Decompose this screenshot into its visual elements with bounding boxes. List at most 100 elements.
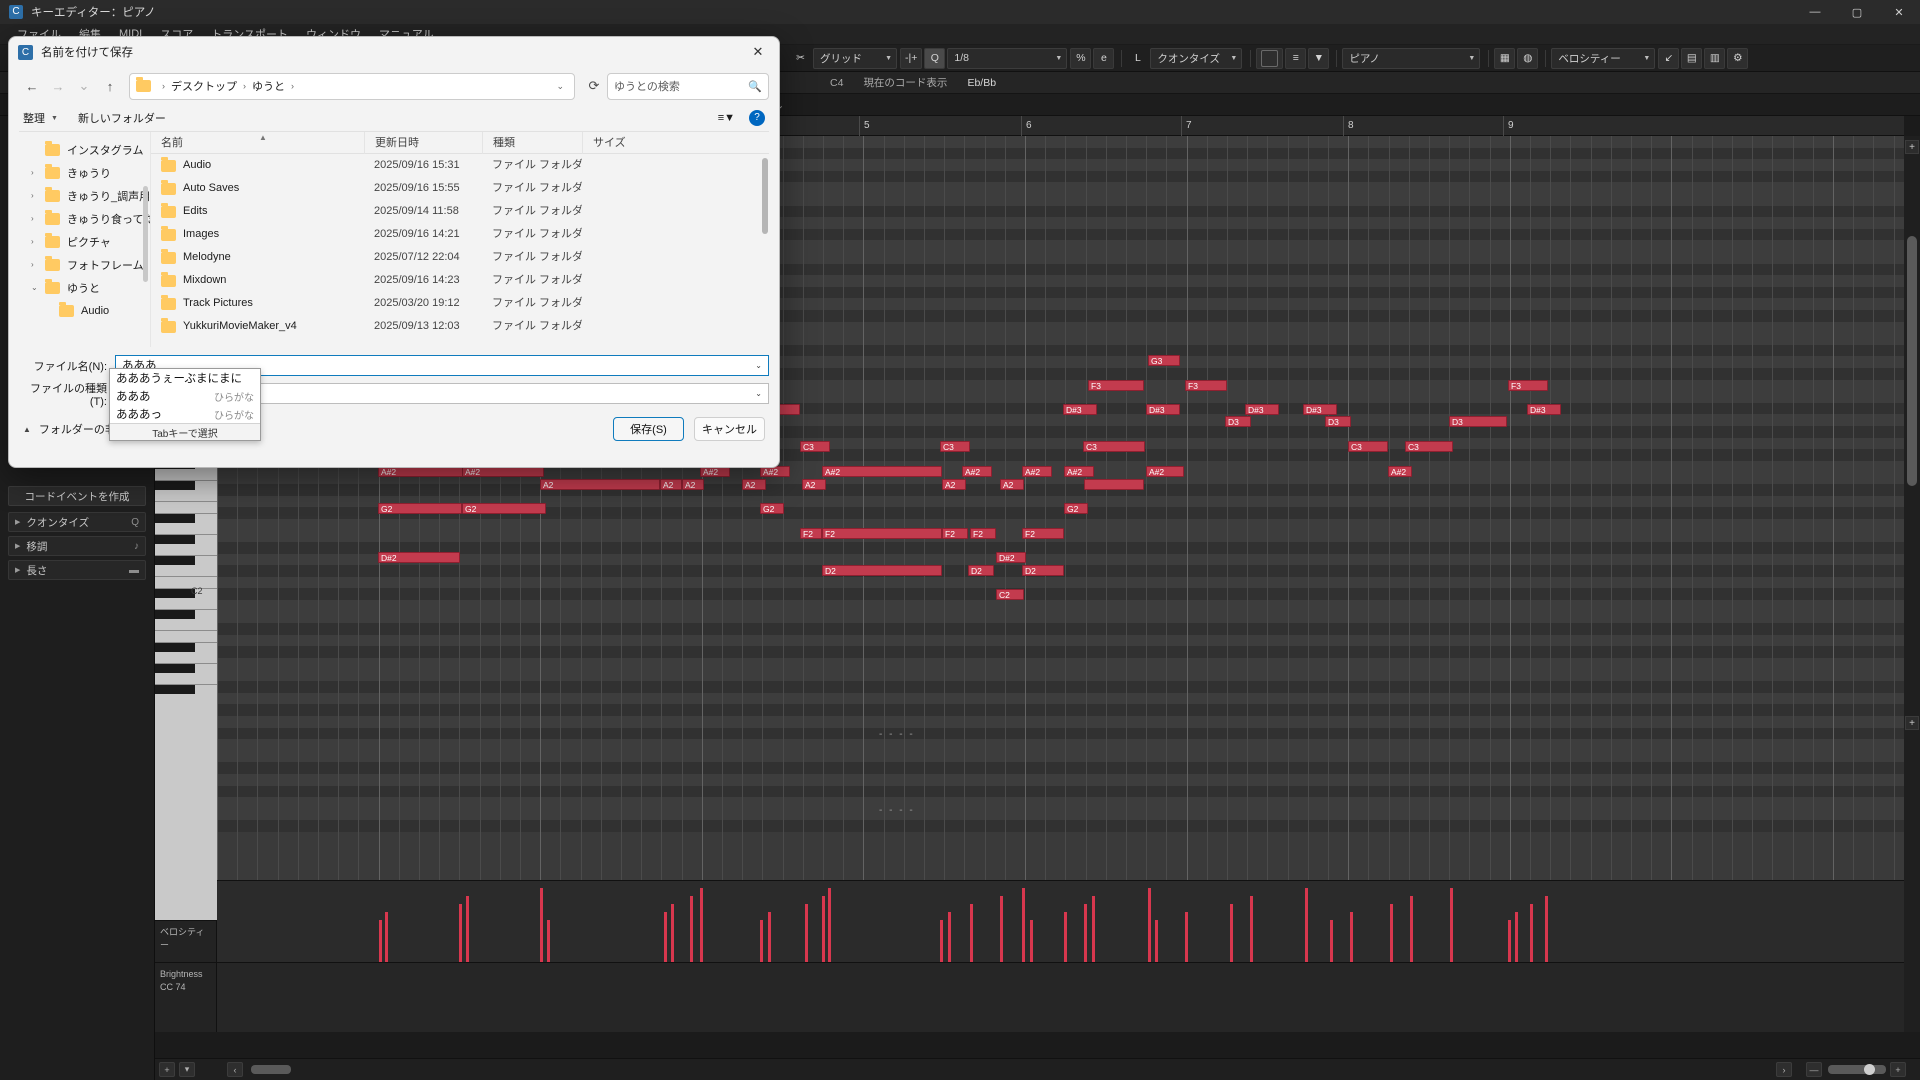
midi-note[interactable]: F2 — [1022, 528, 1064, 539]
inspector-row-length[interactable]: ▶ 長さ ▬ — [8, 560, 146, 580]
piano-key-white[interactable] — [155, 469, 217, 481]
chevron-icon[interactable]: › — [31, 168, 34, 177]
velocity-bar[interactable] — [970, 904, 973, 962]
layers-icon[interactable]: ≡ — [1285, 47, 1307, 69]
midi-note[interactable]: A2 — [742, 479, 766, 490]
velocity-bar[interactable] — [822, 896, 825, 962]
midi-note[interactable]: A#2 — [962, 466, 992, 477]
search-input[interactable]: ゆうとの検索 🔍 — [607, 72, 769, 100]
chevron-icon[interactable]: › — [31, 191, 34, 200]
velocity-bar[interactable] — [1250, 896, 1253, 962]
piano-key-black[interactable] — [155, 643, 195, 652]
velocity-bar[interactable] — [1530, 904, 1533, 962]
horizontal-scrollbar-thumb[interactable] — [251, 1065, 291, 1074]
quantize-swing-icon[interactable]: % — [1070, 47, 1092, 69]
tree-item[interactable]: › きゅうり_調声用: — [19, 184, 150, 207]
velocity-bar[interactable] — [940, 920, 943, 962]
velocity-bar[interactable] — [547, 920, 550, 962]
file-row[interactable]: Images 2025/09/16 14:21 ファイル フォルダー — [151, 223, 769, 246]
piano-key-white[interactable] — [155, 523, 217, 535]
quantize-value-select[interactable]: 1/8 ▼ — [947, 47, 1068, 69]
chevron-icon[interactable]: ⌄ — [31, 283, 38, 292]
piano-key-black[interactable] — [155, 514, 195, 523]
velocity-bar[interactable] — [1230, 904, 1233, 962]
zoom-out-vertical-button[interactable]: + — [1905, 716, 1919, 730]
velocity-bar[interactable] — [1092, 896, 1095, 962]
velocity-bar[interactable] — [760, 920, 763, 962]
file-row[interactable]: Mixdown 2025/09/16 14:23 ファイル フォルダー — [151, 269, 769, 292]
ime-candidate-1[interactable]: あああ ひらがな — [110, 387, 260, 405]
organize-button[interactable]: 整理 ▼ — [23, 110, 58, 126]
inspector-row-transpose[interactable]: ▶ 移調 ♪ — [8, 536, 146, 556]
file-list-scrollbar-thumb[interactable] — [762, 158, 768, 234]
velocity-bar[interactable] — [1305, 888, 1308, 962]
note-grid[interactable]: - - - - - - - - G3 F3 F3 F3 D#3 D#3 D#3 D#3 D#3 D… — [217, 136, 1904, 920]
midi-note[interactable]: F3 — [1508, 380, 1548, 391]
tree-item[interactable]: Audio — [19, 299, 150, 322]
length-quantize-select[interactable]: クオンタイズ ▼ — [1150, 47, 1243, 69]
forward-icon[interactable]: → — [51, 78, 65, 94]
zoom-slider[interactable] — [1828, 1064, 1886, 1075]
midi-note[interactable]: A2 — [540, 479, 660, 490]
midi-note[interactable]: A#2 — [1022, 466, 1052, 477]
midi-note[interactable]: G2 — [760, 503, 784, 514]
midi-note[interactable]: A#2 — [1146, 466, 1184, 477]
file-row[interactable]: Melodyne 2025/07/12 22:04 ファイル フォルダー — [151, 246, 769, 269]
piano-key-white[interactable] — [155, 565, 217, 577]
midi-note[interactable]: D#3 — [1303, 404, 1337, 415]
file-row[interactable]: YukkuriMovieMaker_v4 2025/09/13 12:03 ファイル… — [151, 315, 769, 338]
chevron-icon[interactable]: › — [31, 237, 34, 246]
midi-note[interactable]: G2 — [462, 503, 546, 514]
inspector-row-quantize[interactable]: ▶ クオンタイズ Q — [8, 512, 146, 532]
column-header-date[interactable]: 更新日時 — [364, 132, 482, 154]
refresh-icon[interactable]: ⟳ — [588, 78, 600, 93]
scroll-right-button[interactable]: › — [1776, 1062, 1792, 1077]
piano-key-black[interactable] — [155, 664, 195, 673]
column-header-kind[interactable]: 種類 — [482, 132, 582, 154]
file-list-pane[interactable]: 名前 更新日時 種類 サイズ ▲ Audio 2025/09/16 15:31 ファ… — [151, 132, 769, 347]
scissors-tool-icon[interactable]: ✂ — [796, 52, 805, 64]
velocity-bar[interactable] — [1545, 896, 1548, 962]
velocity-bar[interactable] — [1155, 920, 1158, 962]
tree-item[interactable]: ⌄ ゆうと — [19, 276, 150, 299]
cancel-button[interactable]: キャンセル — [694, 417, 765, 441]
file-row[interactable]: Auto Saves 2025/09/16 15:55 ファイル フォルダー — [151, 177, 769, 200]
midi-note[interactable]: C3 — [1348, 441, 1388, 452]
snap-mode-select[interactable]: グリッド ▼ — [813, 47, 897, 69]
midi-note[interactable]: F3 — [1185, 380, 1227, 391]
window-layout-icon[interactable]: ▤ — [1681, 47, 1703, 69]
zoom-slider-handle[interactable] — [1864, 1064, 1875, 1075]
midi-note[interactable]: D3 — [1449, 416, 1507, 427]
midi-note[interactable]: F2 — [942, 528, 968, 539]
velocity-bar[interactable] — [466, 896, 469, 962]
scroll-left-button[interactable]: ‹ — [227, 1062, 243, 1077]
midi-note[interactable]: D#2 — [996, 552, 1026, 563]
midi-note[interactable]: A#2 — [822, 466, 942, 477]
tree-item[interactable]: › きゅうり — [19, 161, 150, 184]
view-mode-button[interactable]: ≡ ▼ — [718, 112, 735, 124]
zoom-in-vertical-button[interactable]: + — [1905, 140, 1919, 154]
midi-note[interactable]: A2 — [660, 479, 682, 490]
search-icon[interactable]: 🔍 — [748, 80, 762, 93]
create-chord-event-button[interactable]: コードイベントを作成 — [8, 486, 146, 506]
ime-candidate-2[interactable]: あああっ ひらがな — [110, 405, 260, 423]
midi-note[interactable]: A2 — [1000, 479, 1024, 490]
midi-note[interactable]: G2 — [1064, 503, 1088, 514]
chevron-icon[interactable]: › — [31, 260, 34, 269]
chevron-icon[interactable]: › — [31, 214, 34, 223]
velocity-bar[interactable] — [1185, 912, 1188, 962]
lane-menu-button[interactable]: ▾ — [179, 1062, 195, 1077]
new-folder-button[interactable]: 新しいフォルダー — [78, 110, 166, 126]
velocity-bar[interactable] — [671, 904, 674, 962]
midi-note[interactable]: F3 — [1088, 380, 1144, 391]
velocity-bar[interactable] — [700, 888, 703, 962]
velocity-bar[interactable] — [1022, 888, 1025, 962]
velocity-bar[interactable] — [768, 912, 771, 962]
tree-item[interactable]: › ピクチャ — [19, 230, 150, 253]
velocity-bar[interactable] — [1330, 920, 1333, 962]
chevron-down-icon[interactable]: ⌄ — [755, 361, 762, 370]
tree-item[interactable]: › フォトフレーム — [19, 253, 150, 276]
cc-lane[interactable] — [217, 962, 1904, 1032]
midi-note[interactable]: F2 — [800, 528, 822, 539]
velocity-bar[interactable] — [1515, 912, 1518, 962]
